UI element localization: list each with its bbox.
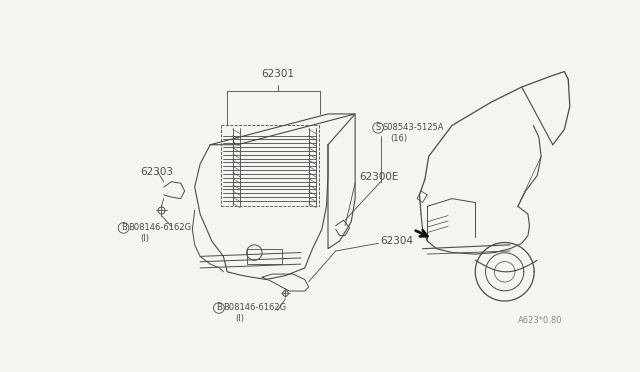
Text: S: S: [376, 123, 381, 132]
Text: 62301: 62301: [261, 68, 294, 78]
Text: 62304: 62304: [381, 236, 413, 246]
Text: B08146-6162G: B08146-6162G: [223, 304, 287, 312]
Text: (I): (I): [235, 314, 244, 323]
Text: B: B: [216, 304, 222, 312]
Text: 62303: 62303: [140, 167, 173, 177]
Text: B08146-6162G: B08146-6162G: [128, 224, 191, 232]
Text: (I): (I): [140, 234, 150, 243]
Text: B: B: [120, 224, 127, 232]
Text: 62300E: 62300E: [359, 172, 398, 182]
Text: S08543-5125A: S08543-5125A: [382, 123, 444, 132]
Text: A623*0.80: A623*0.80: [518, 316, 563, 325]
Text: (16): (16): [390, 134, 407, 143]
